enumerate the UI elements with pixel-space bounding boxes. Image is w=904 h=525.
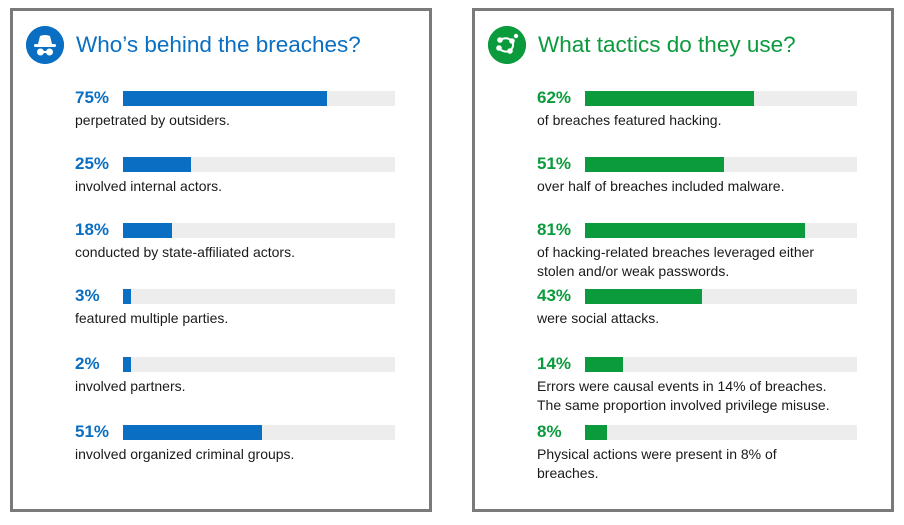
value-label: 62% [537, 88, 572, 107]
value-label: 51% [537, 154, 572, 173]
bar [123, 223, 172, 238]
bar-row: 8% [537, 422, 862, 442]
chart-title: What tactics do they use? [538, 32, 796, 57]
description-line: Physical actions were present in 8% of [537, 446, 777, 462]
bar [585, 223, 806, 238]
bar [123, 157, 191, 172]
description-line: perpetrated by outsiders. [75, 112, 230, 128]
bar-description: Errors were causal events in 14% of brea… [537, 377, 862, 415]
bar-row: 51% [75, 422, 400, 442]
value-label: 51% [75, 422, 110, 441]
bar-track [123, 157, 395, 172]
bar-item: 18% conducted by state-affiliated actors. [75, 220, 400, 262]
bar-row: 18% [75, 220, 400, 240]
description-line: were social attacks. [537, 310, 660, 326]
bar-description: featured multiple parties. [75, 309, 400, 328]
bar [123, 289, 132, 304]
description-line: over half of breaches included malware. [537, 178, 785, 194]
bar-row: 43% [537, 286, 862, 306]
bar [123, 425, 262, 440]
network-nodes-icon [488, 26, 526, 64]
bar-description: Physical actions were present in 8% of br… [537, 445, 862, 483]
bar [123, 91, 327, 106]
bar-track [585, 223, 857, 238]
bar-row: 25% [75, 154, 400, 174]
bar-track [585, 425, 857, 440]
bar-item: 8% Physical actions were present in 8% of… [537, 422, 862, 483]
bar-description: involved organized criminal groups. [75, 445, 400, 464]
bar-track [123, 425, 395, 440]
value-label: 8% [537, 422, 562, 441]
value-label: 2% [75, 354, 100, 373]
bar-description: over half of breaches included malware. [537, 177, 862, 196]
bar [585, 91, 754, 106]
bar-description: conducted by state-affiliated actors. [75, 243, 400, 262]
bar-description: of hacking-related breaches leveraged ei… [537, 243, 862, 281]
actors-header: Who’s behind the breaches? [26, 23, 361, 67]
bar-description: were social attacks. [537, 309, 862, 328]
bar-item: 25% involved internal actors. [75, 154, 400, 196]
bar-track [123, 91, 395, 106]
description-line: breaches. [537, 465, 599, 481]
description-line: of breaches featured hacking. [537, 112, 722, 128]
description-line: conducted by state-affiliated actors. [75, 244, 295, 260]
bar-item: 75% perpetrated by outsiders. [75, 88, 400, 130]
value-label: 75% [75, 88, 110, 107]
bar-item: 51% involved organized criminal groups. [75, 422, 400, 464]
bar-item: 3% featured multiple parties. [75, 286, 400, 328]
description-line: involved partners. [75, 378, 186, 394]
bar-row: 81% [537, 220, 862, 240]
value-label: 25% [75, 154, 110, 173]
bar-track [585, 357, 857, 372]
bar-track [123, 289, 395, 304]
tactics-panel: What tactics do they use? 62% of breaches… [472, 8, 894, 512]
bar-row: 51% [537, 154, 862, 174]
chart-title: Who’s behind the breaches? [76, 32, 361, 57]
bar-row: 2% [75, 354, 400, 374]
value-label: 81% [537, 220, 572, 239]
bar [585, 157, 724, 172]
bar-item: 81% of hacking-related breaches leveraged… [537, 220, 862, 281]
bar [585, 289, 702, 304]
bar-row: 14% [537, 354, 862, 374]
bar-description: of breaches featured hacking. [537, 111, 862, 130]
bar-item: 51% over half of breaches included malwar… [537, 154, 862, 196]
bar [585, 357, 624, 372]
description-line: The same proportion involved privilege m… [537, 397, 830, 413]
value-label: 18% [75, 220, 110, 239]
bar-item: 43% were social attacks. [537, 286, 862, 328]
description-line: stolen and/or weak passwords. [537, 263, 730, 279]
description-line: Errors were causal events in 14% of brea… [537, 378, 827, 394]
bar-description: involved partners. [75, 377, 400, 396]
bar-row: 75% [75, 88, 400, 108]
spy-incognito-icon [26, 26, 64, 64]
bar-item: 2% involved partners. [75, 354, 400, 396]
bar-row: 62% [537, 88, 862, 108]
description-line: involved internal actors. [75, 178, 223, 194]
bar-row: 3% [75, 286, 400, 306]
bar [123, 357, 131, 372]
bar-track [585, 91, 857, 106]
tactics-header: What tactics do they use? [488, 23, 796, 67]
description-line: involved organized criminal groups. [75, 446, 295, 462]
bar-item: 14% Errors were causal events in 14% of b… [537, 354, 862, 415]
value-label: 43% [537, 286, 572, 305]
actors-panel: Who’s behind the breaches? 75% perpetrate… [10, 8, 432, 512]
description-line: featured multiple parties. [75, 310, 229, 326]
bar-track [123, 223, 395, 238]
bar-description: involved internal actors. [75, 177, 400, 196]
description-line: of hacking-related breaches leveraged ei… [537, 244, 815, 260]
value-label: 14% [537, 354, 572, 373]
bar-track [585, 289, 857, 304]
bar-track [123, 357, 395, 372]
bar-description: perpetrated by outsiders. [75, 111, 400, 130]
bar-track [585, 157, 857, 172]
bar-item: 62% of breaches featured hacking. [537, 88, 862, 130]
value-label: 3% [75, 286, 100, 305]
bar [585, 425, 607, 440]
